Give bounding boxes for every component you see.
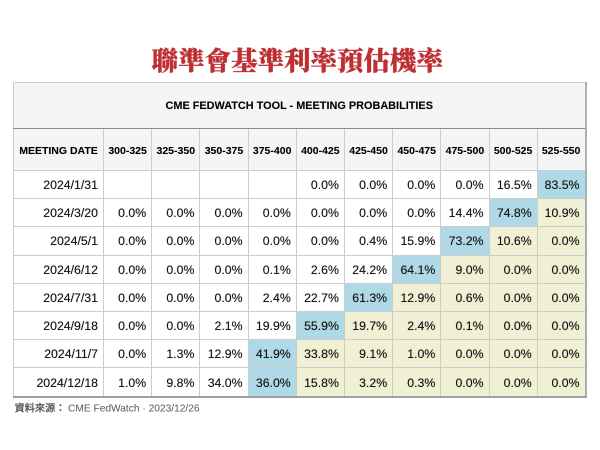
svg-text:CME FedWatch · 2023/12/26: CME FedWatch · 2023/12/26 [68, 404, 200, 415]
